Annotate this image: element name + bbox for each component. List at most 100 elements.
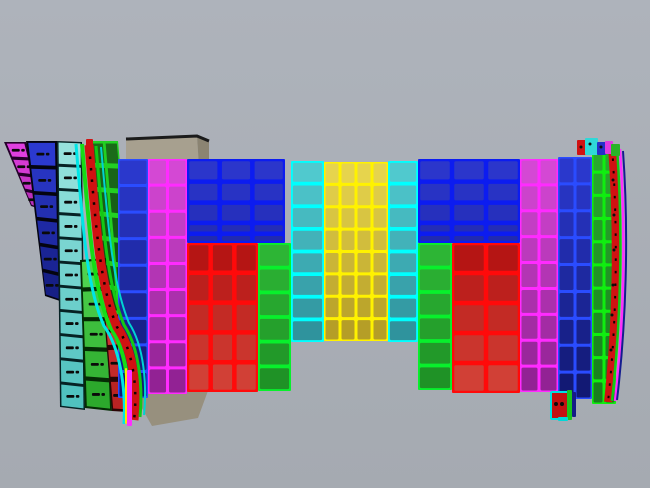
- facade-panel[interactable]: [521, 238, 538, 262]
- facade-panel[interactable]: [119, 160, 147, 185]
- facade-panel[interactable]: [325, 185, 339, 206]
- facade-panel[interactable]: [373, 163, 387, 183]
- wing-panel[interactable]: [105, 143, 119, 164]
- facade-panel[interactable]: [420, 225, 450, 232]
- curve-strip-magenta-curve-right[interactable]: [613, 148, 625, 402]
- facade-panel[interactable]: [357, 163, 371, 183]
- facade-panel[interactable]: [221, 225, 251, 232]
- facade-panel[interactable]: [292, 321, 323, 341]
- facade-panel[interactable]: [169, 186, 186, 210]
- facade-panel[interactable]: [454, 275, 484, 301]
- facade-panel[interactable]: [521, 186, 538, 210]
- facade-panel[interactable]: [149, 212, 167, 236]
- facade-panel[interactable]: [357, 253, 371, 273]
- facade-panel[interactable]: [221, 236, 251, 241]
- facade-panel[interactable]: [169, 343, 186, 367]
- facade-panel[interactable]: [341, 185, 355, 206]
- facade-panel[interactable]: [559, 239, 574, 264]
- blue-cap-right[interactable]: [597, 142, 606, 155]
- facade-panel[interactable]: [325, 163, 339, 183]
- facade-panel[interactable]: [221, 161, 251, 180]
- facade-panel[interactable]: [189, 183, 218, 201]
- panel-group-blue-left-panels[interactable]: [187, 159, 285, 243]
- panel-group-yellow-center-grid[interactable]: [324, 162, 388, 341]
- facade-panel[interactable]: [389, 208, 417, 227]
- panel-group-red-left-panels[interactable]: [187, 243, 258, 392]
- facade-panel[interactable]: [454, 305, 484, 331]
- facade-panel[interactable]: [357, 208, 371, 228]
- facade-panel[interactable]: [221, 183, 251, 201]
- facade-panel[interactable]: [169, 369, 186, 393]
- facade-panel[interactable]: [593, 312, 603, 333]
- facade-panel[interactable]: [576, 292, 591, 317]
- facade-panel[interactable]: [189, 161, 218, 180]
- facade-panel[interactable]: [521, 160, 538, 184]
- facade-panel[interactable]: [454, 204, 484, 221]
- facade-panel[interactable]: [292, 208, 323, 227]
- facade-panel[interactable]: [119, 213, 147, 238]
- facade-panel[interactable]: [540, 264, 557, 287]
- curve-strip-red-curve-right[interactable]: [604, 145, 620, 403]
- facade-panel[interactable]: [521, 289, 538, 313]
- facade-panel[interactable]: [540, 186, 557, 210]
- facade-panel[interactable]: [389, 162, 417, 182]
- facade-panel[interactable]: [373, 230, 387, 250]
- facade-panel[interactable]: [521, 367, 538, 391]
- facade-panel[interactable]: [189, 225, 218, 232]
- facade-panel[interactable]: [341, 297, 355, 318]
- facade-panel[interactable]: [341, 163, 355, 183]
- facade-panel[interactable]: [540, 238, 557, 262]
- facade-panel[interactable]: [189, 364, 209, 390]
- wing-band-cyan-labeled-strip[interactable]: [57, 141, 85, 410]
- facade-panel[interactable]: [259, 269, 290, 291]
- facade-panel[interactable]: [540, 289, 557, 313]
- facade-panel[interactable]: [236, 364, 256, 390]
- facade-panel[interactable]: [454, 161, 484, 180]
- facade-panel[interactable]: [341, 230, 355, 250]
- facade-panel[interactable]: [149, 343, 167, 367]
- facade-panel[interactable]: [593, 150, 603, 171]
- curve-strip-cyan-curve-left-2[interactable]: [100, 146, 147, 416]
- facade-panel[interactable]: [389, 253, 417, 273]
- facade-panel[interactable]: [576, 266, 591, 290]
- facade-panel[interactable]: [325, 208, 339, 228]
- facade-panel[interactable]: [593, 243, 603, 264]
- facade-panel[interactable]: [325, 275, 339, 295]
- facade-panel[interactable]: [373, 320, 387, 340]
- facade-panel[interactable]: [189, 204, 218, 221]
- facade-panel[interactable]: [521, 264, 538, 287]
- facade-panel[interactable]: [341, 208, 355, 228]
- facade-panel[interactable]: [389, 321, 417, 341]
- red-protrusion[interactable]: [550, 391, 569, 420]
- facade-panel[interactable]: [189, 245, 209, 271]
- facade-panel[interactable]: [119, 187, 147, 211]
- facade-panel[interactable]: [357, 275, 371, 295]
- facade-panel[interactable]: [559, 292, 574, 317]
- facade-panel[interactable]: [593, 359, 603, 380]
- facade-panel[interactable]: [212, 245, 233, 271]
- facade-panel[interactable]: [254, 183, 283, 201]
- facade-panel[interactable]: [419, 269, 451, 291]
- facade-panel[interactable]: [454, 365, 484, 391]
- facade-panel[interactable]: [357, 320, 371, 340]
- facade-panel[interactable]: [540, 341, 557, 365]
- facade-panel[interactable]: [419, 318, 451, 340]
- facade-panel[interactable]: [292, 276, 323, 295]
- facade-panel[interactable]: [576, 373, 591, 398]
- facade-panel[interactable]: [454, 245, 484, 271]
- green-cap-right[interactable]: [611, 144, 620, 156]
- facade-panel[interactable]: [259, 244, 290, 266]
- facade-panel[interactable]: [212, 275, 233, 301]
- facade-panel[interactable]: [420, 204, 450, 221]
- facade-panel[interactable]: [454, 236, 484, 241]
- facade-panel[interactable]: [169, 212, 186, 236]
- facade-panel[interactable]: [488, 305, 518, 331]
- facade-panel[interactable]: [576, 158, 591, 183]
- facade-panel[interactable]: [189, 304, 209, 331]
- facade-panel[interactable]: [389, 230, 417, 250]
- facade-panel[interactable]: [259, 318, 290, 340]
- facade-panel[interactable]: [419, 244, 451, 266]
- curve-strip-green-curve-right[interactable]: [610, 146, 622, 402]
- facade-panel[interactable]: [454, 335, 484, 361]
